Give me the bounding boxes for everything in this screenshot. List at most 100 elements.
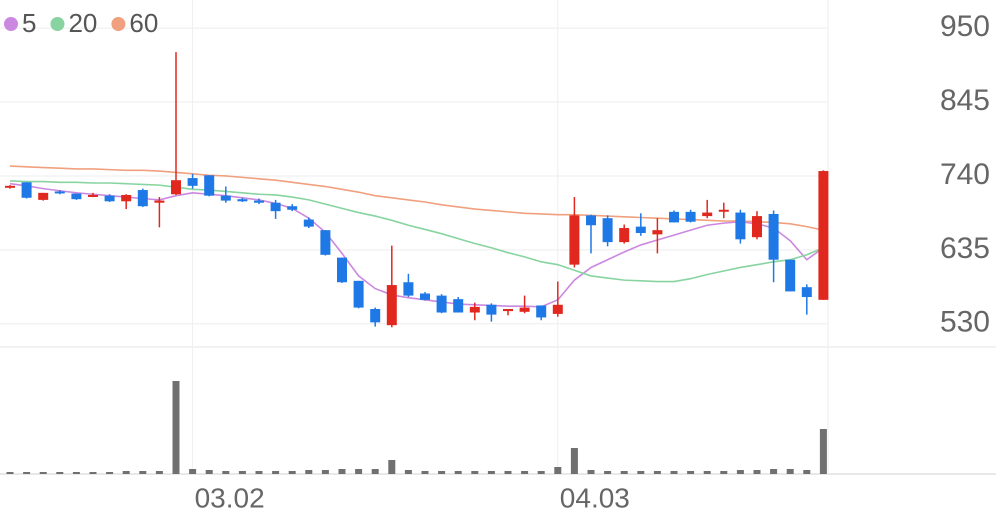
candle-body (801, 287, 812, 298)
candle-body (5, 185, 15, 188)
candle-body (552, 304, 563, 314)
candle-body (337, 257, 347, 283)
legend-dot (111, 17, 126, 31)
volume-bar (355, 469, 363, 474)
candle-body (735, 212, 746, 240)
volume-bar (255, 471, 263, 474)
volume-bar (371, 469, 379, 474)
volume-bar (404, 470, 412, 474)
volume-bar (653, 471, 661, 474)
candle-body (21, 182, 32, 198)
candle-body (486, 304, 497, 315)
volume-bar (786, 469, 794, 474)
volume-bar (819, 429, 827, 474)
legend-label: 5 (22, 8, 36, 38)
volume-bar (438, 471, 446, 474)
candle-body (171, 180, 181, 195)
candle-body (320, 230, 331, 255)
x-tick-label: 03.02 (195, 482, 265, 513)
candle-body (287, 206, 298, 210)
volume-bar (72, 472, 80, 474)
volume-bar (189, 469, 197, 474)
candle-body (768, 213, 779, 260)
candle-body (602, 218, 613, 243)
volume-bar (321, 470, 329, 474)
legend-label: 20 (68, 8, 97, 38)
legend-dot (4, 17, 18, 31)
candle-body (635, 226, 646, 233)
candle-body (469, 306, 480, 313)
candle-body (88, 194, 98, 197)
candle-body (104, 195, 115, 202)
candle-body (436, 295, 447, 313)
candle-body (503, 308, 513, 312)
volume-bar (139, 471, 147, 474)
volume-bar (703, 471, 711, 474)
candle-body (204, 175, 215, 196)
volume-bar (753, 470, 761, 474)
y-tick-label: 845 (940, 84, 990, 117)
candle-body (254, 200, 264, 203)
candle-body (519, 307, 530, 312)
candle-body (137, 190, 148, 207)
volume-bar (803, 470, 811, 474)
candle-body (187, 178, 198, 186)
volume-bar (637, 471, 645, 474)
candle-body (220, 195, 231, 201)
candle-body (270, 202, 281, 212)
candle-body (619, 228, 630, 243)
volume-bar (770, 469, 778, 474)
candle-body (669, 211, 679, 223)
legend-dot (50, 17, 65, 31)
candle-body (569, 215, 580, 265)
volume-bar (305, 470, 313, 474)
candle-body (718, 209, 729, 212)
y-tick-label: 950 (940, 10, 990, 43)
volume-bar (272, 471, 280, 474)
volume-bar (421, 471, 429, 474)
volume-bar (554, 467, 562, 474)
volume-bar (222, 471, 230, 474)
volume-bar (39, 472, 47, 474)
candle-body (54, 191, 65, 194)
y-tick-label: 740 (940, 158, 990, 191)
candle-body (685, 211, 696, 222)
volume-bar (604, 471, 612, 474)
candle-body (353, 280, 364, 308)
volume-bar (587, 470, 595, 474)
candle-body (121, 194, 132, 202)
x-tick-label: 04.03 (560, 482, 630, 513)
candle-body (403, 282, 414, 296)
volume-bar (122, 471, 130, 474)
volume-bar (670, 471, 678, 474)
candle-body (386, 285, 397, 326)
volume-bar (504, 471, 512, 474)
ma-line (9, 182, 824, 308)
volume-bar (570, 448, 578, 474)
candle-body (71, 193, 82, 200)
candle-body (453, 299, 464, 313)
candle-body (370, 308, 381, 323)
volume-bar (155, 471, 163, 474)
candle-body (652, 230, 663, 235)
ma-line (9, 180, 824, 283)
legend-label: 60 (129, 8, 158, 38)
volume-bar (687, 471, 695, 474)
volume-bar (23, 472, 31, 474)
volume-bar (172, 381, 180, 474)
candle-body (420, 293, 430, 300)
volume-bar (288, 471, 296, 474)
volume-bar (106, 472, 114, 474)
volume-bar (388, 460, 396, 474)
volume-bar (471, 471, 479, 474)
volume-bar (6, 472, 14, 474)
volume-bar (238, 471, 246, 474)
candle-body (536, 305, 547, 318)
volume-bar (720, 471, 728, 474)
candle-body (237, 199, 248, 202)
candle-body (702, 212, 713, 217)
candle-body (818, 171, 829, 300)
candle-body (303, 219, 314, 227)
candle-body (586, 215, 596, 226)
